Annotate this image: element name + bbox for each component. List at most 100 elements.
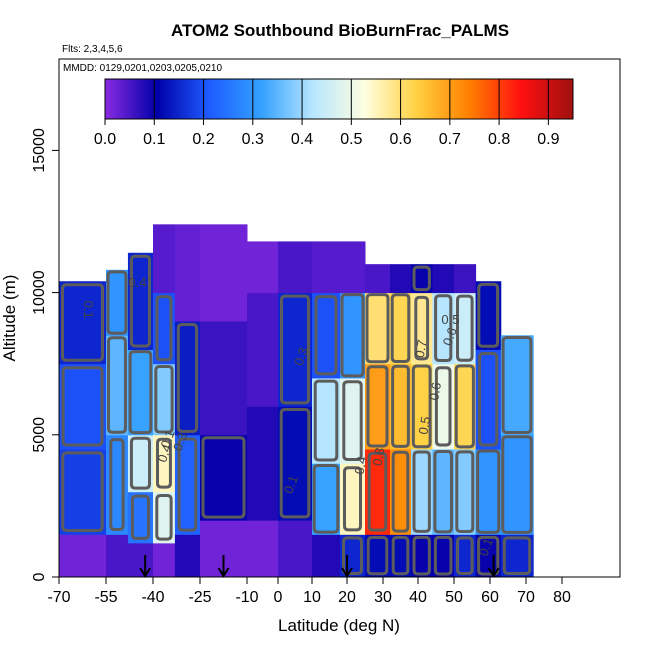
heat-cell xyxy=(106,335,129,436)
colorbar-tick-label: 0.3 xyxy=(242,131,264,148)
heat-cell xyxy=(390,363,412,450)
flight-arrow-head xyxy=(487,567,500,578)
heat-cell xyxy=(247,241,279,294)
heat-cell xyxy=(454,534,477,577)
x-tick-label: 20 xyxy=(338,589,356,606)
heat-cell xyxy=(278,520,313,577)
flight-arrows xyxy=(139,555,500,578)
contour-label: 0.6 xyxy=(440,326,460,348)
heat-cell xyxy=(174,534,201,577)
heat-cell xyxy=(59,449,107,535)
contour-line xyxy=(61,451,104,533)
contour-line xyxy=(61,283,104,362)
y-tick-label: 10000 xyxy=(31,270,48,315)
colorbar-tick-label: 0.5 xyxy=(340,131,362,148)
contour-line xyxy=(312,463,340,534)
flight-arrow-head xyxy=(217,567,230,578)
x-tick-label: 30 xyxy=(374,589,392,606)
contour-label: 0.5 xyxy=(441,312,459,327)
contour-line xyxy=(501,336,533,434)
x-tick-label: -25 xyxy=(188,589,211,606)
y-tick-label: 0 xyxy=(31,572,48,581)
heat-cell xyxy=(411,363,433,450)
x-tick-label: 80 xyxy=(553,589,571,606)
x-axis-label: Latitude (deg N) xyxy=(278,616,400,635)
heat-cell xyxy=(174,224,201,322)
heat-cell xyxy=(312,534,341,577)
x-tick-label: -10 xyxy=(235,589,258,606)
heat-cell xyxy=(312,241,341,294)
heat-cell xyxy=(454,292,477,365)
contour-label: 0.4 xyxy=(352,455,370,475)
contour-line xyxy=(340,293,365,378)
contour-line xyxy=(477,282,500,348)
contour-line xyxy=(106,270,128,335)
contour-label: 0.5 xyxy=(415,415,433,435)
contour-line xyxy=(154,365,174,434)
heat-cell xyxy=(475,449,502,535)
contour-line xyxy=(478,351,499,447)
contour-line xyxy=(411,364,432,449)
heat-cell xyxy=(278,406,313,521)
heat-cell xyxy=(278,241,313,294)
contour-line xyxy=(366,365,389,448)
heat-cell xyxy=(390,292,412,365)
contour-line xyxy=(434,366,452,447)
heat-cell xyxy=(500,434,534,535)
heat-cell xyxy=(312,463,341,535)
heat-cell xyxy=(106,534,129,577)
x-tick-label: 50 xyxy=(445,589,463,606)
contour-line xyxy=(343,466,362,532)
colorbar-tick-label: 0.6 xyxy=(389,131,411,148)
x-tick-label: -70 xyxy=(47,589,70,606)
heat-cell xyxy=(200,321,248,436)
flights-subtitle: Flts: 2,3,4,5,6 xyxy=(62,44,123,55)
heat-cell xyxy=(340,241,366,294)
contour-line xyxy=(414,295,430,361)
heat-cell xyxy=(411,449,433,535)
heat-cell xyxy=(59,363,107,450)
contour-label: 0.1 xyxy=(476,536,496,558)
heat-cell xyxy=(454,449,477,535)
contour-line xyxy=(391,450,410,533)
contour-line xyxy=(412,265,431,292)
contour-label: 0.6 xyxy=(426,381,444,401)
contour-label: 0.7 xyxy=(412,338,430,358)
contour-label: 0.8 xyxy=(370,447,388,467)
x-tick-label: -55 xyxy=(94,589,117,606)
contour-line xyxy=(342,380,363,461)
colorbar-tick-label: 0.8 xyxy=(488,131,510,148)
contour-line xyxy=(201,436,246,519)
contour-line xyxy=(391,364,410,448)
colorbar: 0.0 0.1 0.2 0.3 0.4 0.5 0.6 0.7 0.8 0.9 xyxy=(94,78,574,148)
heat-cell xyxy=(59,534,107,577)
contour-line xyxy=(280,294,310,405)
contour-line xyxy=(107,336,127,434)
chart-title: ATOM2 Southbound BioBurnFrac_PALMS xyxy=(171,21,509,40)
heat-cell xyxy=(390,534,412,577)
heat-cell xyxy=(153,363,176,436)
heat-cell xyxy=(278,292,313,407)
heat-cell xyxy=(390,264,412,294)
colorbar-tick-label: 0.2 xyxy=(192,131,214,148)
contour-line xyxy=(412,535,431,576)
contour-line xyxy=(366,536,389,576)
contour-line xyxy=(313,379,339,462)
heat-cell xyxy=(432,264,455,294)
x-tick-label: 70 xyxy=(517,589,535,606)
heatmap-cells xyxy=(59,224,534,577)
contour-line xyxy=(456,294,474,362)
contour-line xyxy=(129,254,151,348)
heat-cell xyxy=(127,542,154,577)
contour-line xyxy=(128,350,153,435)
heat-cell xyxy=(432,449,455,535)
contour-line xyxy=(155,493,173,541)
contour-label: 0.3 xyxy=(291,345,311,367)
contour-line xyxy=(455,450,475,534)
contour-line xyxy=(391,536,410,576)
contour-line xyxy=(502,536,532,575)
heat-cell xyxy=(454,264,477,294)
heat-cell xyxy=(247,520,279,577)
contour-label: 0.1 xyxy=(157,428,177,450)
